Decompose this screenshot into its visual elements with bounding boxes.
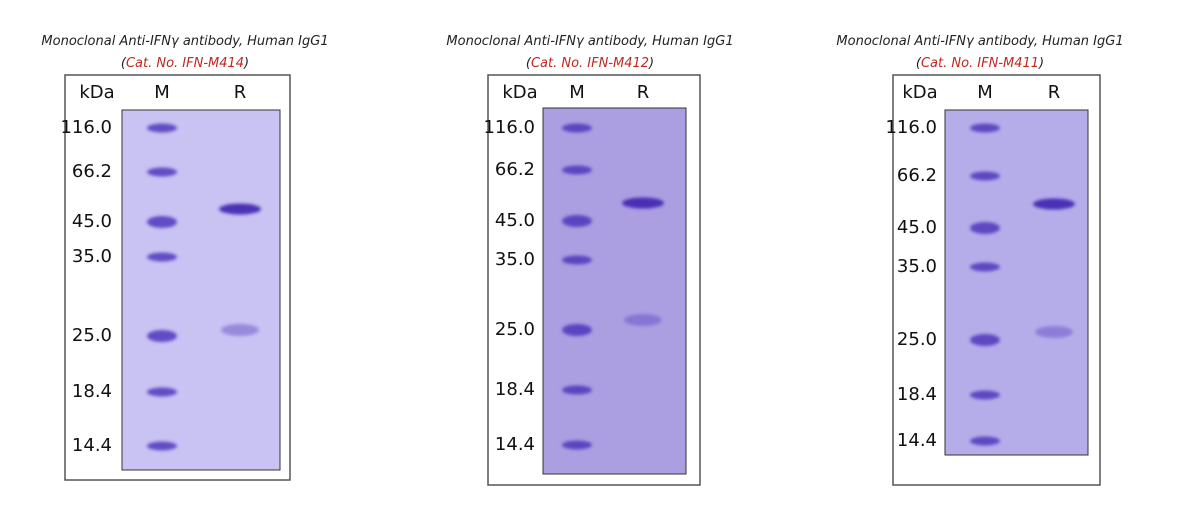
marker-band — [147, 441, 177, 451]
marker-band — [147, 252, 177, 262]
marker-band — [970, 171, 1000, 181]
gel — [944, 109, 1089, 456]
sample-band — [1035, 326, 1073, 338]
lane-m-header: M — [977, 82, 993, 103]
marker-band — [562, 324, 592, 336]
marker-label: 116.0 — [483, 117, 535, 138]
marker-band — [970, 390, 1000, 400]
gel — [542, 107, 687, 475]
marker-label: 116.0 — [60, 117, 112, 138]
catalog-line: (Cat. No. IFN-M412) — [526, 56, 654, 71]
lane-r-header: R — [234, 82, 247, 103]
catalog-close: ) — [648, 56, 654, 71]
marker-label: 25.0 — [72, 325, 112, 346]
marker-band — [970, 262, 1000, 272]
marker-label: 14.4 — [495, 434, 535, 455]
marker-label: 35.0 — [72, 246, 112, 267]
panel-title: Monoclonal Anti-IFNγ antibody, Human IgG… — [41, 34, 328, 49]
marker-band — [562, 165, 592, 175]
catalog-open: ( — [121, 56, 127, 71]
lane-m-header: M — [569, 82, 585, 103]
kda-header: kDa — [902, 82, 937, 103]
marker-label: 25.0 — [495, 319, 535, 340]
catalog-open: ( — [916, 56, 922, 71]
marker-band — [970, 334, 1000, 346]
sample-band — [221, 324, 259, 336]
marker-band — [562, 255, 592, 265]
catalog-number: Cat. No. IFN-M411 — [921, 56, 1039, 71]
marker-band — [562, 215, 592, 227]
catalog-open: ( — [526, 56, 532, 71]
marker-label: 18.4 — [495, 379, 535, 400]
marker-band — [970, 436, 1000, 446]
sample-band — [1033, 198, 1075, 210]
panel-title: Monoclonal Anti-IFNγ antibody, Human IgG… — [836, 34, 1123, 49]
catalog-number: Cat. No. IFN-M414 — [126, 56, 244, 71]
marker-band — [147, 167, 177, 177]
lane-r-header: R — [1048, 82, 1061, 103]
marker-label: 35.0 — [897, 256, 937, 277]
marker-label: 66.2 — [72, 161, 112, 182]
marker-band — [970, 222, 1000, 234]
marker-band — [970, 123, 1000, 133]
catalog-number: Cat. No. IFN-M412 — [531, 56, 649, 71]
kda-header: kDa — [502, 82, 537, 103]
marker-band — [147, 387, 177, 397]
marker-band — [147, 216, 177, 228]
marker-label: 116.0 — [885, 117, 937, 138]
gel-panel: Monoclonal Anti-IFNγ antibody, Human IgG… — [446, 34, 734, 486]
kda-header: kDa — [79, 82, 114, 103]
lane-m-header: M — [154, 82, 170, 103]
marker-label: 66.2 — [897, 165, 937, 186]
marker-band — [147, 330, 177, 342]
marker-label: 35.0 — [495, 249, 535, 270]
marker-label: 18.4 — [72, 381, 112, 402]
marker-label: 18.4 — [897, 384, 937, 405]
marker-label: 25.0 — [897, 329, 937, 350]
sample-band — [624, 314, 662, 326]
catalog-line: (Cat. No. IFN-M414) — [121, 56, 249, 71]
panel-title: Monoclonal Anti-IFNγ antibody, Human IgG… — [446, 34, 733, 49]
marker-label: 14.4 — [72, 435, 112, 456]
gel — [121, 109, 281, 471]
marker-label: 45.0 — [495, 210, 535, 231]
lane-r-header: R — [637, 82, 650, 103]
catalog-close: ) — [243, 56, 249, 71]
marker-band — [562, 385, 592, 395]
marker-label: 14.4 — [897, 430, 937, 451]
gel-panel: Monoclonal Anti-IFNγ antibody, Human IgG… — [836, 34, 1124, 486]
sample-band — [622, 197, 664, 209]
marker-label: 66.2 — [495, 159, 535, 180]
marker-band — [562, 440, 592, 450]
marker-label: 45.0 — [72, 211, 112, 232]
marker-band — [147, 123, 177, 133]
marker-label: 45.0 — [897, 217, 937, 238]
gel-panel: Monoclonal Anti-IFNγ antibody, Human IgG… — [41, 34, 329, 481]
marker-band — [562, 123, 592, 133]
catalog-close: ) — [1038, 56, 1044, 71]
sample-band — [219, 203, 261, 215]
catalog-line: (Cat. No. IFN-M411) — [916, 56, 1044, 71]
